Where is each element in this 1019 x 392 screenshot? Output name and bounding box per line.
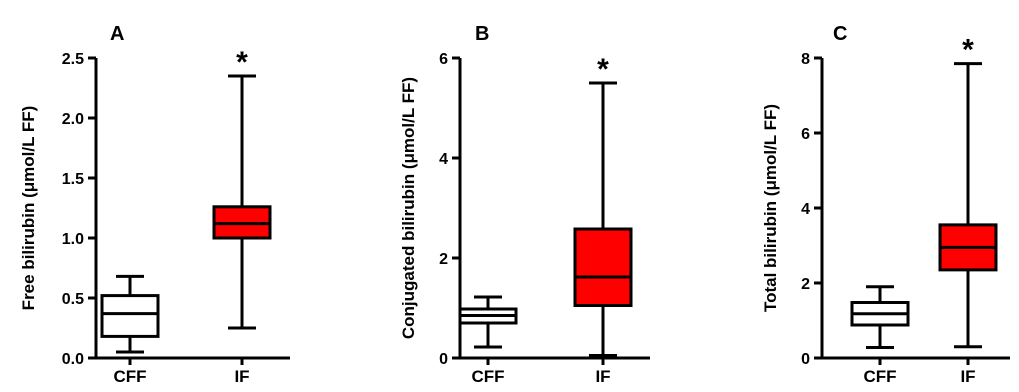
- box-cff: [458, 295, 518, 349]
- panel-label: A: [110, 23, 124, 45]
- iqr-box: [573, 227, 633, 307]
- y-axis-label: Free bilirubin (μmol/L FF): [19, 106, 38, 311]
- x-tick-label: CFF: [863, 367, 896, 386]
- y-tick-label: 2: [801, 276, 810, 293]
- y-axis-label: Total bilirubin (μmol/L FF): [761, 104, 780, 312]
- panel-label: C: [833, 23, 847, 45]
- y-tick-label: 6: [801, 126, 810, 143]
- significance-marker: *: [597, 53, 609, 86]
- y-tick-label: 6: [439, 51, 448, 68]
- y-tick-label: 4: [801, 201, 810, 218]
- y-tick-label: 1.0: [62, 231, 84, 248]
- box-cff: [850, 285, 910, 349]
- significance-marker: *: [962, 34, 974, 67]
- y-tick-label: 2.5: [62, 51, 84, 68]
- y-tick-label: 4: [439, 151, 448, 168]
- box-if: *: [938, 34, 998, 349]
- x-tick-label: IF: [595, 367, 610, 386]
- y-tick-label: 8: [801, 51, 810, 68]
- y-tick-label: 0: [801, 351, 810, 368]
- x-tick-label: CFF: [113, 367, 146, 386]
- y-tick-label: 0.5: [62, 291, 84, 308]
- y-tick-label: 2: [439, 251, 448, 268]
- significance-marker: *: [236, 46, 248, 79]
- y-axis-label: Conjugated bilirubin (μmol/L FF): [399, 77, 418, 339]
- x-tick-label: CFF: [471, 367, 504, 386]
- box-if: *: [212, 46, 272, 330]
- x-tick-label: IF: [960, 367, 975, 386]
- box-if: *: [573, 53, 633, 357]
- y-tick-label: 0.0: [62, 351, 84, 368]
- box-cff: [100, 274, 160, 354]
- panel-a: A Free bilirubin (μmol/L FF) 0.0 0.5 1.0 1.5 2…: [19, 23, 290, 386]
- y-tick-label: 1.5: [62, 171, 84, 188]
- y-tick-label: 2.0: [62, 111, 84, 128]
- panel-label: B: [475, 23, 489, 45]
- iqr-box: [100, 294, 160, 338]
- y-tick-label: 0: [439, 351, 448, 368]
- panel-c: C Total bilirubin (μmol/L FF) 0 2 4 6 8 CFF * IF: [761, 23, 1010, 386]
- x-tick-label: IF: [234, 367, 249, 386]
- panel-b: B Conjugated bilirubin (μmol/L FF) 0 2 4 6 CFF…: [399, 23, 650, 386]
